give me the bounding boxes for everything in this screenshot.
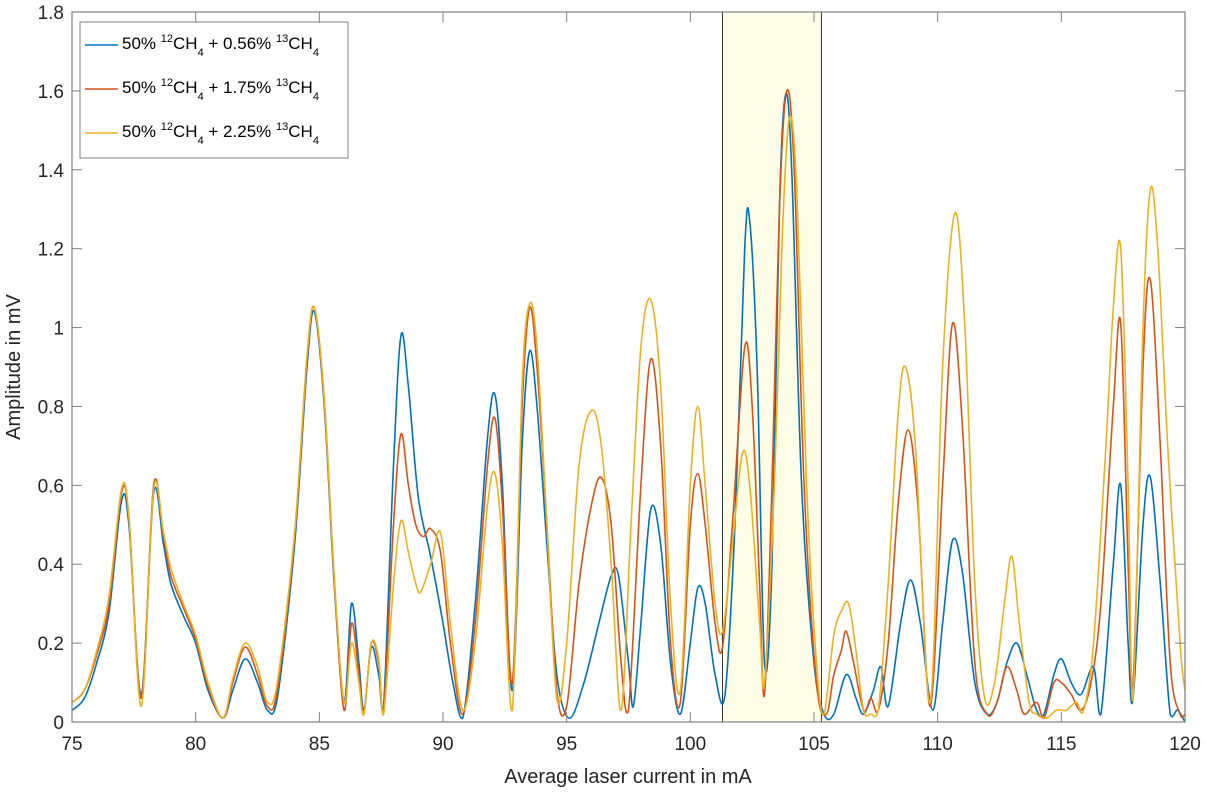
y-tick-label: 1.8 xyxy=(38,3,64,24)
x-axis-ticks: 75 80 85 90 95 100 105 110 115 120 xyxy=(61,12,1201,755)
x-tick-label: 115 xyxy=(1046,734,1076,755)
y-tick-label: 0 xyxy=(53,713,64,734)
highlight-region xyxy=(721,11,822,723)
y-tick-label: 0.8 xyxy=(38,397,64,418)
legend-box xyxy=(79,21,349,159)
x-tick-label: 85 xyxy=(309,734,330,755)
y-axis-ticks: 0 0.2 0.4 0.6 0.8 1 1.2 1.4 1.6 1.8 xyxy=(38,3,1185,734)
axes-frame xyxy=(71,11,1186,723)
x-tick-label: 90 xyxy=(432,734,453,755)
x-tick-label: 80 xyxy=(185,734,206,755)
legend-item: 50% 12CH4 + 1.75% 13CH4 xyxy=(85,77,319,103)
series-line-3 xyxy=(71,115,1186,720)
legend-label: 50% 12CH4 + 2.25% 13CH4 xyxy=(122,121,319,147)
legend-item: 50% 12CH4 + 0.56% 13CH4 xyxy=(85,33,319,59)
x-tick-label: 100 xyxy=(674,734,706,755)
legend: 50% 12CH4 + 0.56% 13CH4 50% 12CH4 + 1.75%… xyxy=(79,21,349,159)
series-lines xyxy=(71,88,1186,723)
y-tick-label: 1.2 xyxy=(38,240,64,261)
y-tick-label: 1 xyxy=(53,319,64,340)
y-axis-label: Amplitude in mV xyxy=(3,294,25,440)
legend-label: 50% 12CH4 + 1.75% 13CH4 xyxy=(122,77,319,103)
y-tick-label: 1.4 xyxy=(38,161,65,182)
x-tick-label: 75 xyxy=(61,734,82,755)
x-tick-label: 120 xyxy=(1169,734,1201,755)
legend-item: 50% 12CH4 + 2.25% 13CH4 xyxy=(85,121,319,147)
x-tick-label: 95 xyxy=(556,734,577,755)
y-tick-label: 0.2 xyxy=(38,634,64,655)
x-tick-label: 110 xyxy=(923,734,953,755)
y-tick-label: 1.6 xyxy=(38,82,64,103)
y-tick-label: 0.6 xyxy=(38,476,64,497)
x-axis-label: Average laser current in mA xyxy=(504,766,752,788)
y-tick-label: 0.4 xyxy=(38,555,65,576)
x-tick-label: 105 xyxy=(798,734,830,755)
legend-label: 50% 12CH4 + 0.56% 13CH4 xyxy=(122,33,319,59)
